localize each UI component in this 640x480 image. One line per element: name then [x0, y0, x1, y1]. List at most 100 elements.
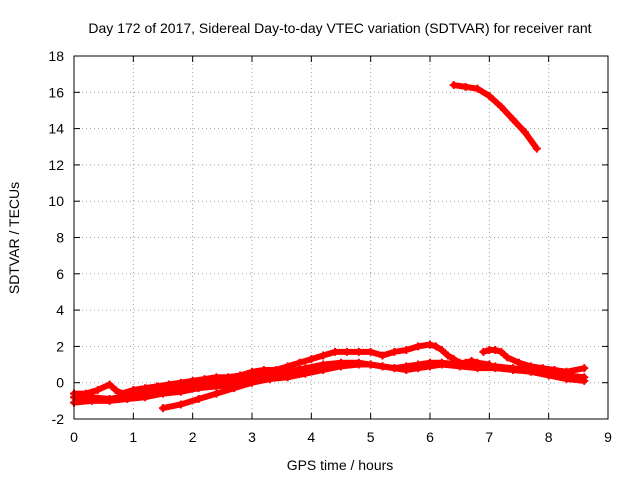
data-point [87, 396, 96, 405]
data-point [503, 353, 512, 362]
y-tick-label: 18 [48, 48, 64, 64]
data-point [414, 364, 423, 373]
data-point [390, 364, 399, 373]
x-tick-label: 5 [367, 429, 375, 445]
data-point [431, 342, 440, 351]
data-point [491, 346, 500, 355]
data-point [141, 393, 150, 402]
chart-title: Day 172 of 2017, Sidereal Day-to-day VTE… [88, 20, 591, 36]
data-point [449, 81, 458, 90]
series-line [450, 82, 540, 152]
data-point [123, 395, 132, 404]
data-point [366, 360, 375, 369]
y-tick-label: 8 [56, 230, 64, 246]
series-track-c [70, 360, 589, 407]
x-tick-label: 7 [485, 429, 493, 445]
y-tick-label: 12 [48, 157, 64, 173]
data-point [319, 362, 328, 371]
data-point [105, 396, 114, 405]
data-point [194, 384, 203, 393]
data-point [426, 362, 434, 371]
data-point [509, 365, 518, 374]
y-tick-label: -2 [52, 411, 65, 427]
y-tick-label: 6 [56, 266, 64, 282]
data-point [212, 389, 221, 398]
data-point [414, 342, 423, 351]
x-tick-label: 0 [70, 429, 78, 445]
y-tick-label: 0 [56, 375, 64, 391]
data-point [491, 364, 500, 373]
data-point [532, 144, 541, 153]
series-line [160, 363, 327, 412]
data-point [331, 347, 340, 356]
data-point [479, 347, 488, 356]
data-point [319, 351, 328, 360]
y-tick-label: 2 [56, 338, 64, 354]
data-point [485, 91, 494, 100]
data-point [111, 385, 120, 394]
data-point [366, 347, 375, 356]
data-point [402, 365, 411, 374]
y-tick-label: 4 [56, 302, 64, 318]
y-tick-label: 16 [48, 84, 64, 100]
data-point [497, 102, 506, 111]
data-point [337, 362, 345, 371]
x-tick-label: 9 [604, 429, 612, 445]
data-point [295, 358, 304, 367]
data-point [283, 371, 292, 380]
y-tick-label: 14 [48, 121, 64, 137]
data-point [248, 378, 256, 387]
x-tick-label: 3 [248, 429, 256, 445]
data-point [426, 340, 434, 349]
y-tick-label: 10 [48, 193, 64, 209]
x-tick-label: 8 [545, 429, 553, 445]
data-point [437, 360, 446, 369]
data-point [176, 400, 185, 409]
data-point [354, 347, 363, 356]
data-point [497, 347, 506, 356]
data-point [176, 387, 185, 396]
data-point [342, 347, 351, 356]
y-axis-label: SDTVAR / TECUs [6, 182, 22, 294]
data-point [544, 371, 553, 380]
data-point [443, 351, 452, 360]
data-point [212, 382, 221, 391]
data-point [437, 346, 446, 355]
data-point [520, 128, 529, 137]
data-point [265, 375, 274, 384]
data-point [378, 351, 387, 360]
grid [74, 56, 608, 419]
data-point [194, 395, 203, 404]
data-point [509, 115, 518, 124]
data-point [390, 347, 399, 356]
data-point [550, 365, 559, 374]
data-point [93, 385, 102, 394]
data-point [402, 346, 411, 355]
data-point [307, 355, 316, 364]
x-tick-label: 4 [307, 429, 315, 445]
series-track-e [479, 346, 589, 376]
x-axis-label: GPS time / hours [287, 457, 394, 473]
data-point [562, 375, 571, 384]
series-track-f [449, 81, 541, 153]
data-point [526, 362, 535, 371]
data-point [378, 362, 387, 371]
data-point [473, 84, 482, 93]
series-layer [70, 81, 589, 413]
data-point [473, 364, 482, 373]
series-track-d [159, 362, 328, 413]
data-point [562, 367, 571, 376]
data-point [538, 364, 547, 373]
data-point [580, 376, 589, 385]
data-point [105, 380, 114, 389]
data-point [580, 364, 589, 373]
data-point [515, 358, 523, 367]
data-point [159, 389, 167, 398]
data-point [354, 360, 363, 369]
data-point [230, 384, 239, 393]
data-point [461, 82, 470, 91]
data-point [159, 404, 167, 413]
x-tick-label: 6 [426, 429, 434, 445]
